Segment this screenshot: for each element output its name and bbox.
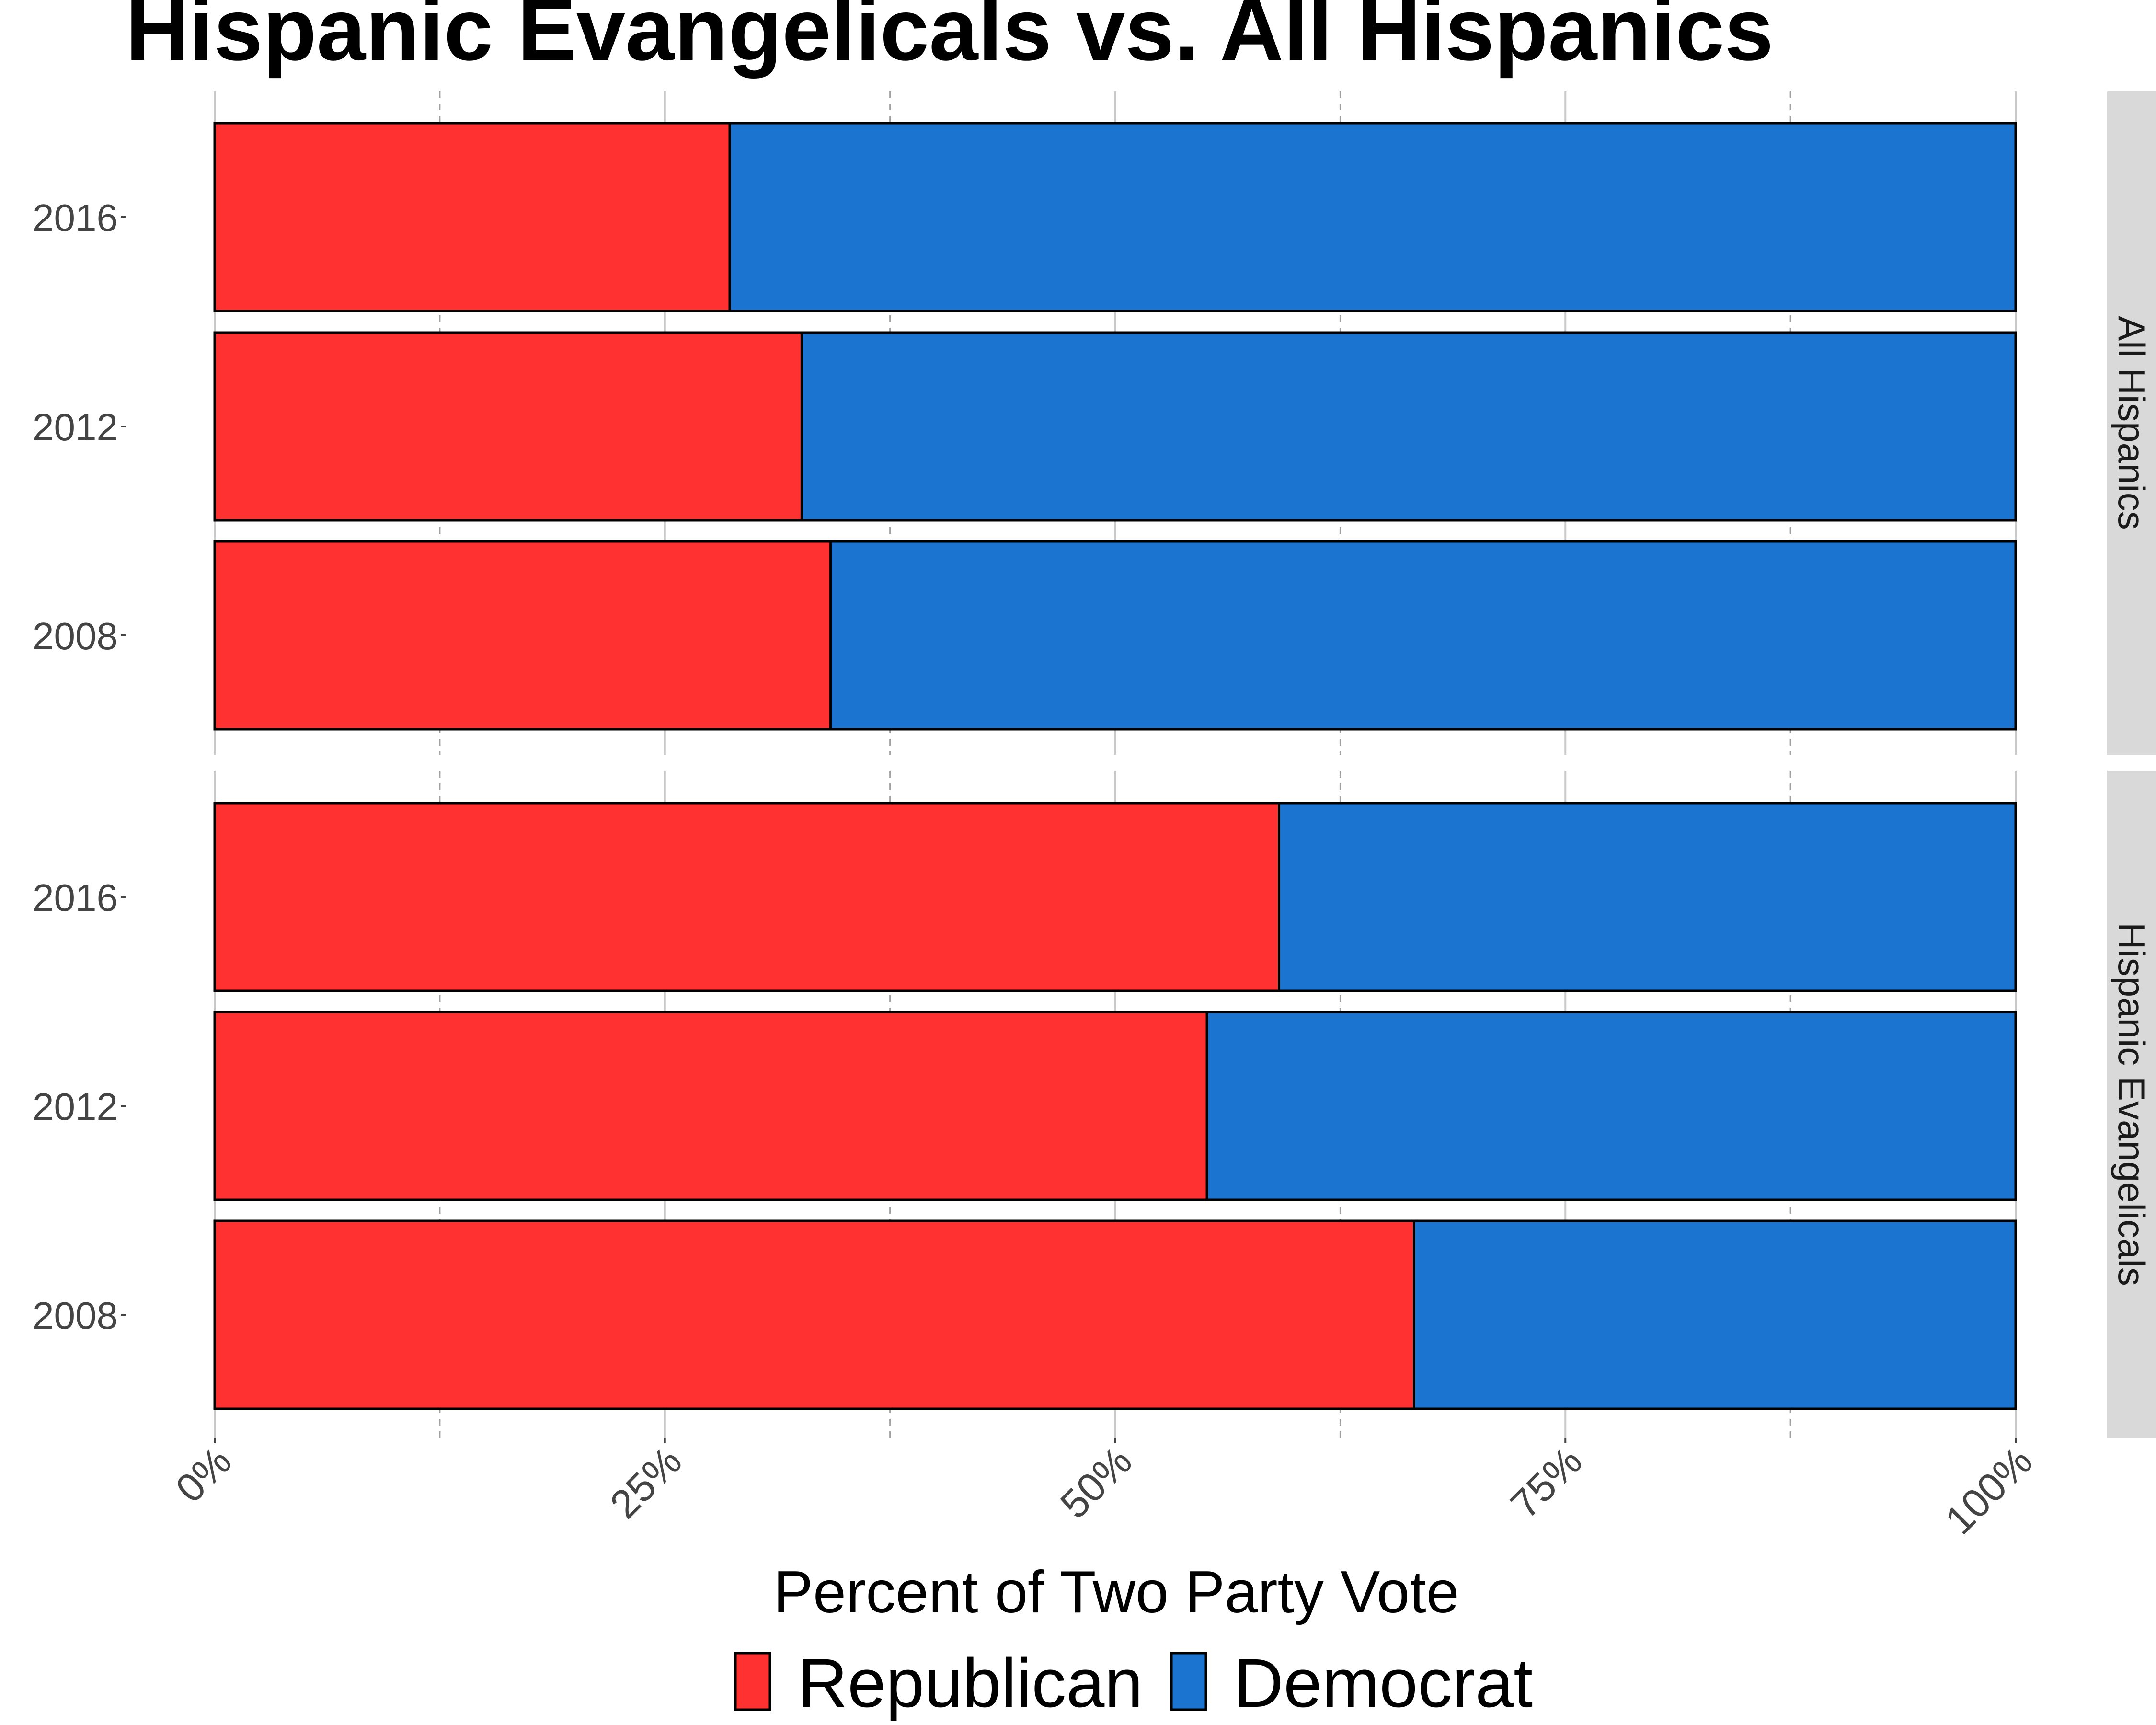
y-tick-label: 2012 [33,1085,118,1128]
legend: Republican Democrat [734,1644,1533,1722]
bars-layer [213,122,2017,1410]
bar-democrat-2012 [800,331,2017,522]
bar-democrat-2016 [1278,802,2017,992]
facet-strip [2107,771,2156,1438]
x-tick-label: 100% [1936,1438,2041,1542]
legend-label-democrat: Democrat [1234,1644,1533,1722]
facet-strips: All Hispanics Hispanic Evangelicals [2107,91,2156,1438]
x-axis-title: Percent of Two Party Vote [773,1559,1459,1625]
bar-republican-2008 [213,540,832,731]
chart-title: Hispanic Evangelicals vs. All Hispanics [126,0,1774,79]
bar-democrat-2016 [728,122,2017,312]
y-tick-label: 2008 [33,1294,118,1337]
y-tick-label: 2008 [33,615,118,657]
bar-democrat-2008 [829,540,2017,731]
y-tick-label: 2012 [33,406,118,448]
legend-swatch-democrat [1170,1652,1207,1711]
facet-strip-label: Hispanic Evangelicals [2110,922,2153,1286]
facet-strip [2107,91,2156,755]
bar-republican-2012 [213,1011,1208,1201]
y-tick-label: 2016 [33,876,118,919]
legend-swatch-republican [734,1652,771,1711]
x-tick-label: 75% [1502,1438,1591,1527]
bar-democrat-2008 [1412,1219,2017,1410]
bar-republican-2008 [213,1219,1415,1410]
facet-strip-label: All Hispanics [2110,316,2153,529]
bar-republican-2012 [213,331,803,522]
legend-label-republican: Republican [798,1644,1143,1722]
x-tick-label: 25% [601,1438,690,1527]
x-tick-label: 0% [167,1438,240,1511]
bar-democrat-2012 [1205,1011,2017,1201]
y-tick-label: 2016 [33,196,118,239]
bar-republican-2016 [213,122,731,312]
x-tick-label: 50% [1052,1438,1140,1527]
bar-republican-2016 [213,802,1281,992]
